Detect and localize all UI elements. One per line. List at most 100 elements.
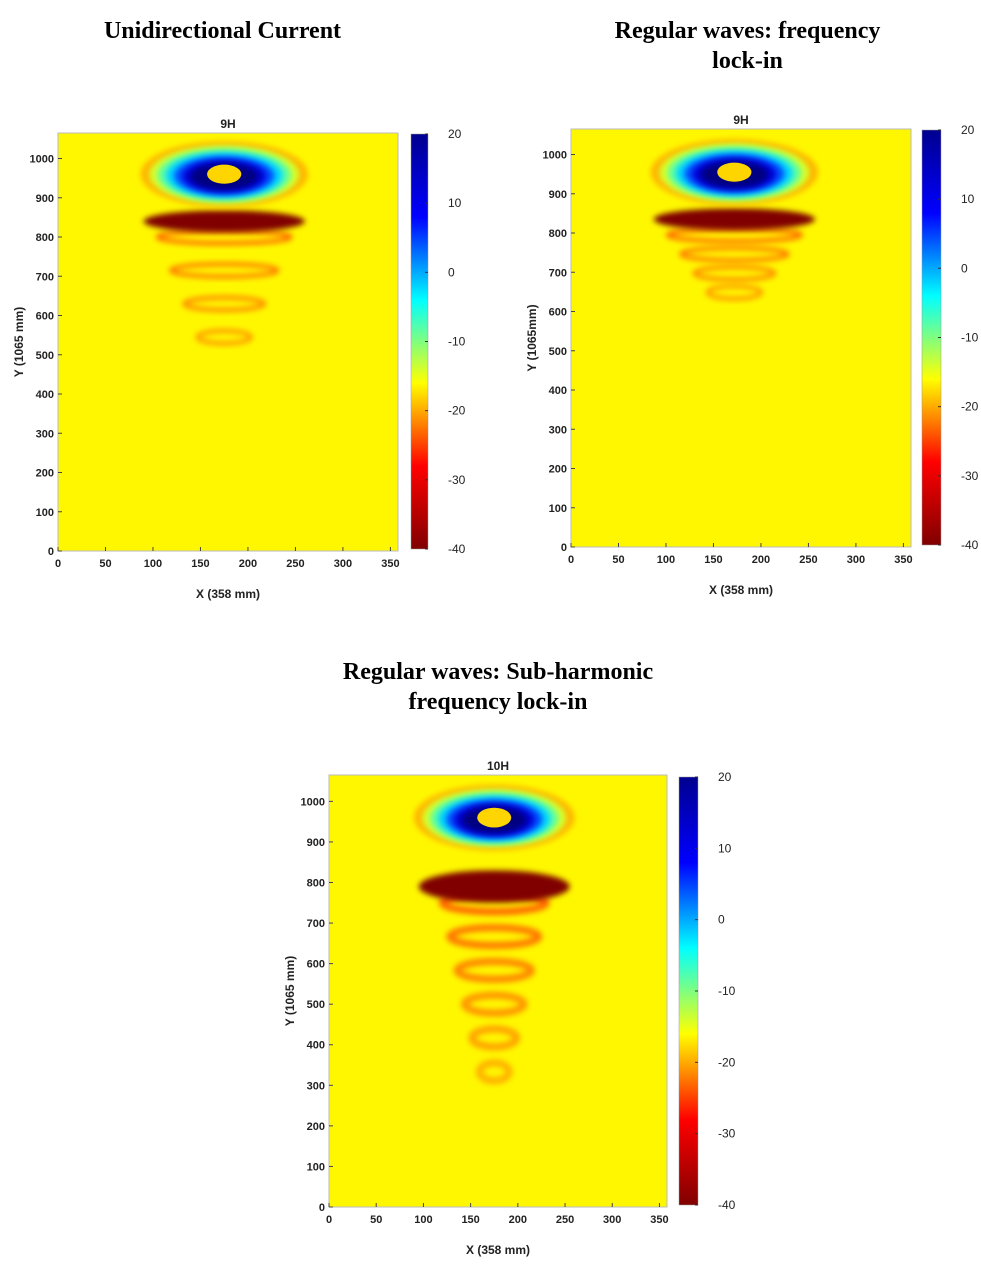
y-tick-label: 200 — [549, 464, 567, 476]
y-tick-label: 200 — [307, 1121, 325, 1133]
colorbar-tick-label: 20 — [961, 123, 975, 137]
y-tick-label: 300 — [36, 428, 54, 440]
panel-title-3-line-2: frequency lock-in — [408, 689, 588, 715]
x-tick-label: 350 — [381, 558, 399, 570]
y-tick-label: 0 — [319, 1202, 325, 1214]
colorbar-tick-label: 10 — [961, 192, 975, 206]
colorbar-tick-label: 10 — [448, 196, 462, 210]
panel-title-3-line-1: Regular waves: Sub-harmonic — [342, 659, 654, 685]
x-tick-label: 100 — [414, 1214, 432, 1226]
colorbar-tick-label: -10 — [961, 331, 979, 345]
colorbar-tick-label: -40 — [448, 542, 466, 556]
x-tick-label: 350 — [650, 1214, 668, 1226]
y-tick-label: 500 — [36, 350, 54, 362]
y-tick-label: 800 — [36, 232, 54, 244]
panel-title-1-line-1: Unidirectional Current — [103, 18, 342, 44]
y-tick-label: 0 — [48, 546, 54, 558]
x-tick-label: 150 — [191, 558, 209, 570]
y-tick-label: 800 — [549, 228, 567, 240]
wake-ripple — [169, 262, 280, 279]
y-tick-label: 500 — [307, 999, 325, 1011]
x-tick-label: 200 — [239, 558, 257, 570]
panel-title-3: Regular waves: Sub-harmonic frequency lo… — [282, 657, 714, 717]
colorbar-tick-label: 20 — [448, 127, 462, 141]
x-tick-label: 150 — [704, 554, 722, 566]
y-tick-label: 700 — [549, 267, 567, 279]
deposition-band — [653, 208, 816, 231]
y-tick-label: 600 — [549, 307, 567, 319]
plot-subtitle: 9H — [733, 113, 748, 127]
y-tick-label: 600 — [307, 959, 325, 971]
y-tick-label: 500 — [549, 346, 567, 358]
x-tick-label: 0 — [55, 558, 61, 570]
colorbar-tick-label: -10 — [448, 335, 466, 349]
colorbar-tick-label: -20 — [961, 400, 979, 414]
x-tick-label: 300 — [334, 558, 352, 570]
y-tick-label: 100 — [549, 503, 567, 515]
deposition-band — [418, 870, 570, 903]
y-tick-label: 1000 — [301, 796, 325, 808]
wake-ripple — [453, 957, 535, 983]
panel-title-2: Regular waves: frequency lock-in — [530, 16, 965, 76]
y-tick-label: 900 — [549, 189, 567, 201]
x-tick-label: 50 — [612, 554, 624, 566]
colorbar-tick-label: -20 — [448, 404, 466, 418]
y-axis-label: Y (1065 mm) — [283, 956, 297, 1026]
y-tick-label: 400 — [36, 389, 54, 401]
colorbar-tick-label: -30 — [961, 469, 979, 483]
colorbar-tick-label: 10 — [718, 841, 732, 855]
colorbar-tick-label: -40 — [961, 538, 979, 552]
y-tick-label: 300 — [549, 424, 567, 436]
colorbar-tick-label: -30 — [448, 473, 466, 487]
colorbar-tick-label: -30 — [718, 1127, 736, 1141]
x-tick-label: 100 — [144, 558, 162, 570]
wake-ripple — [182, 295, 267, 313]
y-tick-label: 0 — [561, 542, 567, 554]
x-tick-label: 200 — [752, 554, 770, 566]
x-tick-label: 350 — [894, 554, 912, 566]
y-tick-label: 1000 — [30, 154, 54, 166]
y-tick-label: 900 — [36, 193, 54, 205]
y-tick-label: 400 — [307, 1040, 325, 1052]
x-tick-label: 250 — [556, 1214, 574, 1226]
x-tick-label: 0 — [568, 554, 574, 566]
axes-frame — [57, 132, 399, 552]
colorbar-tick-label: 0 — [448, 265, 455, 279]
y-tick-label: 200 — [36, 468, 54, 480]
plot-subtitle: 9H — [220, 117, 235, 131]
colorbar-tick-label: 0 — [961, 261, 968, 275]
colorbar-tick-label: -40 — [718, 1198, 736, 1212]
x-tick-label: 300 — [847, 554, 865, 566]
y-tick-label: 700 — [36, 271, 54, 283]
x-tick-label: 150 — [461, 1214, 479, 1226]
wake-ripple — [705, 284, 763, 301]
y-tick-label: 100 — [36, 507, 54, 519]
wake-ripple — [446, 924, 543, 950]
panel-title-2-line-2: lock-in — [712, 48, 783, 74]
wake-ripple — [195, 328, 253, 346]
colorbar-tick-label: 20 — [718, 770, 732, 784]
y-tick-label: 600 — [36, 311, 54, 323]
pile-marker — [477, 807, 512, 828]
y-tick-label: 400 — [549, 385, 567, 397]
pile-marker — [207, 164, 242, 184]
y-axis-label: Y (1065mm) — [525, 304, 539, 371]
x-axis-label: X (358 mm) — [196, 587, 260, 601]
y-tick-label: 100 — [307, 1161, 325, 1173]
colorbar-tick-label: 0 — [718, 913, 725, 927]
colorbar-tick-label: -20 — [718, 1055, 736, 1069]
axes-frame — [570, 128, 912, 548]
wake-ripple — [461, 991, 528, 1017]
panel-title-2-line-1: Regular waves: frequency — [614, 18, 881, 44]
y-tick-label: 300 — [307, 1080, 325, 1092]
x-tick-label: 300 — [603, 1214, 621, 1226]
wake-ripple — [475, 1059, 513, 1085]
x-tick-label: 0 — [326, 1214, 332, 1226]
x-tick-label: 250 — [286, 558, 304, 570]
x-tick-label: 250 — [799, 554, 817, 566]
y-tick-label: 800 — [307, 877, 325, 889]
wake-ripple — [692, 264, 777, 282]
x-tick-label: 200 — [509, 1214, 527, 1226]
plot-subtitle: 10H — [487, 759, 509, 773]
